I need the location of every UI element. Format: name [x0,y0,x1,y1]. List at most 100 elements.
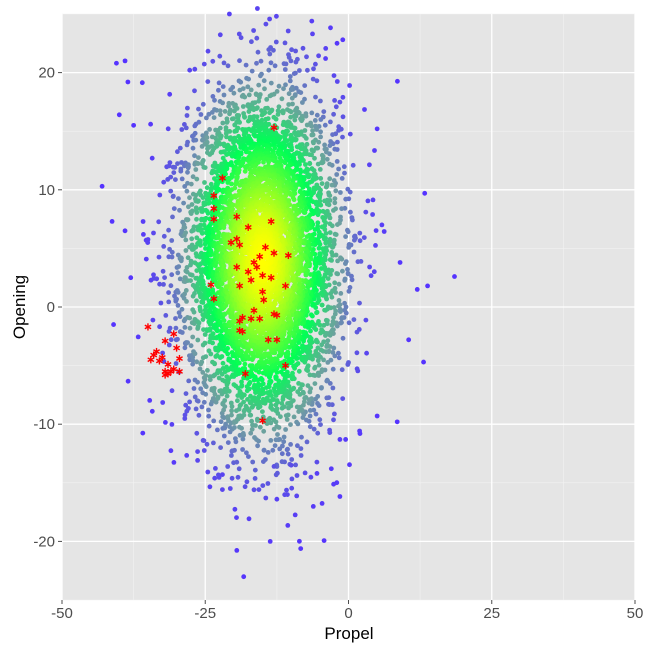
scatter-point [364,350,369,356]
scatter-point [315,358,321,364]
scatter-point [273,39,279,45]
scatter-point [285,401,290,406]
scatter-point [185,180,190,186]
scatter-point [298,453,304,458]
scatter-point [324,395,330,401]
scatter-point [290,370,295,376]
scatter-point [204,441,210,447]
scatter-point [260,381,266,387]
scatter-point [291,363,296,369]
scatter-point [202,340,208,346]
scatter-point [318,129,323,135]
scatter-point [154,276,160,282]
scatter-point [329,250,335,255]
scatter-point [236,31,242,37]
scatter-point [298,169,304,175]
scatter-point [312,381,318,386]
scatter-point [310,31,315,37]
scatter-point [257,95,262,100]
scatter-point [225,464,231,469]
scatter-point [109,219,115,224]
scatter-point [197,366,203,372]
scatter-point [299,434,304,440]
scatter-point [186,204,191,210]
scatter-point [188,181,194,187]
scatter-point [217,108,223,114]
scatter-point [174,296,180,302]
scatter-point [327,257,333,263]
scatter-point [281,434,287,440]
scatter-point [274,406,280,412]
scatter-point [195,458,201,463]
scatter-point [207,126,213,132]
scatter-point [296,381,301,386]
scatter-point [267,16,272,22]
scatter-point [352,234,357,240]
scatter-point [298,546,304,551]
scatter-point [184,142,190,148]
scatter-point [191,224,197,230]
scatter-point [162,275,168,280]
scatter-point [240,436,246,442]
scatter-point [165,126,171,132]
scatter-point [275,112,281,117]
scatter-point [325,338,331,344]
scatter-point [205,210,211,216]
scatter-point [171,170,177,176]
scatter-point [267,110,272,116]
scatter-point [191,227,196,233]
scatter-point [230,173,235,179]
scatter-point [313,61,318,67]
scatter-point [237,413,243,419]
scatter-point [207,200,213,206]
scatter-point [232,108,237,114]
scatter-point [280,110,286,116]
scatter-point [224,120,230,125]
scatter-point [295,389,301,395]
scatter-point [216,87,221,93]
scatter-point [332,146,338,152]
scatter-point [189,272,195,278]
scatter-point [260,483,266,488]
scatter-point [300,45,306,51]
scatter-point [262,86,267,92]
scatter-point [182,412,188,418]
scatter-point [148,121,154,127]
scatter-point [293,132,299,138]
scatter-point [313,348,319,354]
scatter-point [150,317,156,323]
scatter-point [287,143,293,149]
scatter-point [216,80,222,86]
scatter-point [225,351,231,357]
scatter-point [321,322,327,328]
scatter-point [205,469,211,475]
scatter-point [207,484,213,490]
scatter-point [331,345,337,351]
scatter-point [231,116,237,121]
scatter-point [192,351,198,357]
scatter-point [331,315,336,320]
scatter-point [319,501,325,506]
scatter-point [192,153,197,159]
scatter-point [157,281,163,287]
scatter-point [247,380,253,385]
scatter-point [288,87,294,93]
scatter-point [303,113,309,119]
scatter-point [166,290,172,295]
scatter-point [311,426,317,432]
scatter-point [309,110,315,116]
scatter-point [224,393,230,399]
scatter-point [243,403,249,409]
scatter-point [230,206,236,212]
scatter-point [194,298,199,304]
scatter-point [175,270,181,276]
scatter-point [206,413,212,419]
scatter-point [160,350,166,356]
scatter-point [219,161,225,167]
scatter-point [298,446,304,451]
scatter-point [271,417,277,423]
scatter-point [230,202,236,208]
scatter-point [185,105,190,111]
scatter-point [215,394,221,400]
scatter-point [183,402,189,408]
